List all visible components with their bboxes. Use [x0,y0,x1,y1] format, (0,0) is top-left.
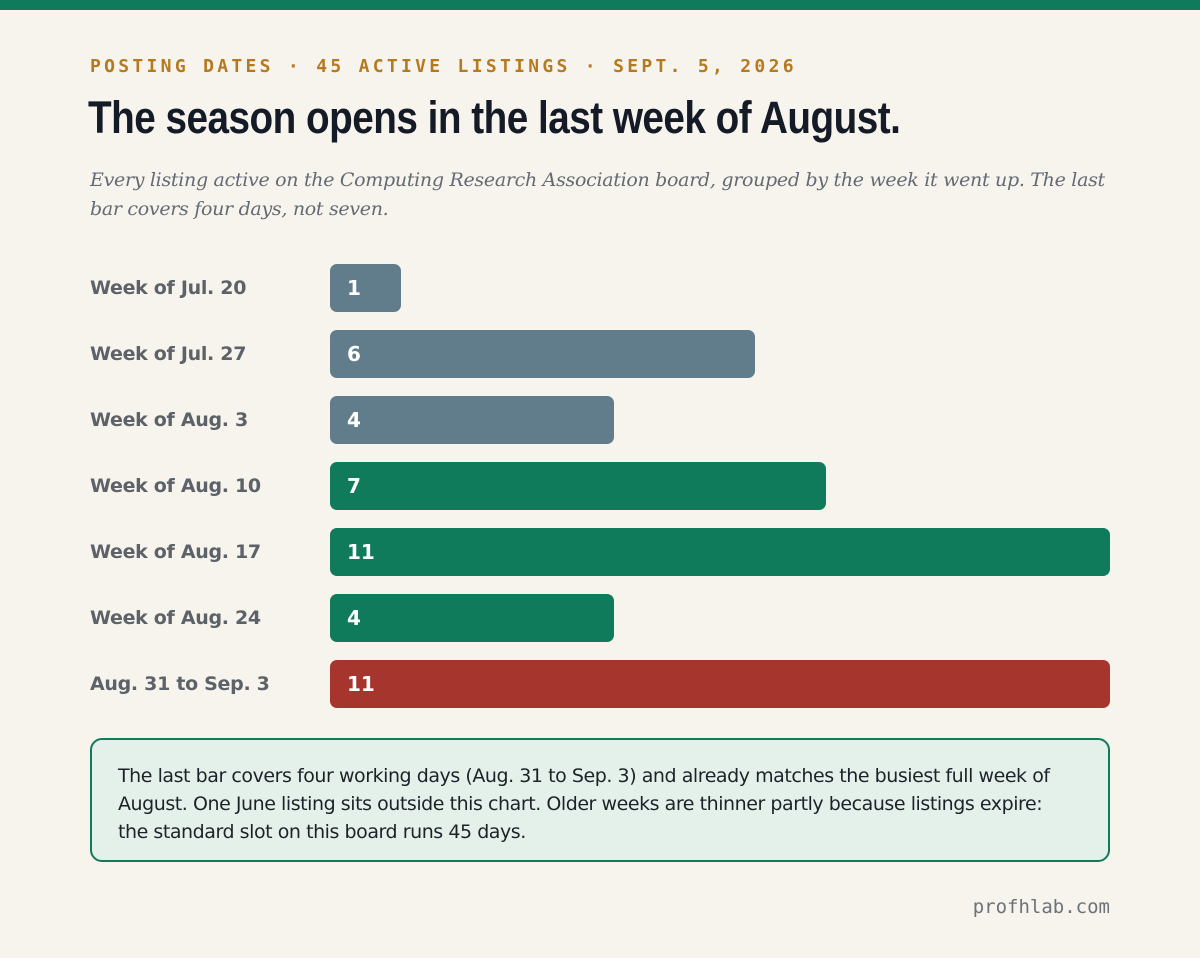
bar: 4 [330,396,614,444]
bar-value-label: 1 [347,276,361,300]
bar: 6 [330,330,755,378]
chart-row: Week of Aug. 10 7 [90,462,1110,510]
bar-value-label: 7 [347,474,361,498]
chart-row: Aug. 31 to Sep. 3 11 [90,660,1110,708]
category-label: Week of Aug. 24 [90,607,261,629]
bar-value-label: 11 [347,672,375,696]
note-text: The last bar covers four working days (A… [118,765,1050,843]
category-label: Week of Aug. 17 [90,541,261,563]
category-label: Week of Aug. 10 [90,475,261,497]
chart-row: Week of Jul. 20 1 [90,264,1110,312]
bar: 11 [330,528,1110,576]
footer-credit: profhlab.com [972,896,1110,918]
bar: 7 [330,462,826,510]
chart-title: The season opens in the last week of Aug… [88,92,901,143]
bar: 1 [330,264,401,312]
category-label: Week of Jul. 27 [90,343,247,365]
chart-row: Week of Jul. 27 6 [90,330,1110,378]
chart-row: Week of Aug. 24 4 [90,594,1110,642]
chart-row: Week of Aug. 3 4 [90,396,1110,444]
bar-value-label: 4 [347,408,361,432]
category-label: Week of Aug. 3 [90,409,248,431]
bar-value-label: 6 [347,342,361,366]
kicker: POSTING DATES · 45 ACTIVE LISTINGS · SEP… [90,56,797,77]
bar-value-label: 4 [347,606,361,630]
category-label: Aug. 31 to Sep. 3 [90,673,270,695]
bar: 4 [330,594,614,642]
note-box: The last bar covers four working days (A… [90,738,1110,862]
chart-subtitle: Every listing active on the Computing Re… [90,169,1105,220]
top-accent-bar [0,0,1200,10]
category-label: Week of Jul. 20 [90,277,247,299]
bar: 11 [330,660,1110,708]
chart-row: Week of Aug. 17 11 [90,528,1110,576]
bar-value-label: 11 [347,540,375,564]
